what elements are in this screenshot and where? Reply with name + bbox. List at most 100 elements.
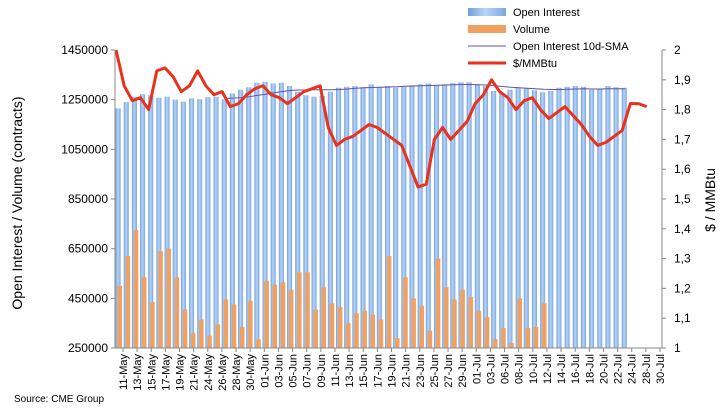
right-tick-label: 2 bbox=[674, 43, 681, 57]
right-axis-title: $ / MMBtu bbox=[702, 168, 718, 232]
volume-bar bbox=[346, 323, 351, 348]
open-interest-bar bbox=[303, 95, 309, 348]
open-interest-bar bbox=[613, 87, 619, 348]
volume-bar bbox=[533, 326, 539, 348]
volume-bar bbox=[207, 335, 212, 348]
volume-bar bbox=[493, 339, 498, 348]
volume-bar bbox=[313, 309, 318, 348]
open-interest-bar bbox=[572, 86, 578, 348]
open-interest-bars bbox=[115, 81, 627, 349]
right-tick-label: 1,6 bbox=[674, 162, 691, 176]
x-tick-label: 16-Jul bbox=[570, 354, 582, 384]
open-interest-bar bbox=[556, 87, 562, 348]
open-interest-bar bbox=[197, 99, 203, 348]
volume-bar bbox=[542, 303, 547, 348]
x-tick-label: 13-May bbox=[132, 354, 144, 391]
right-tick-label: 1 bbox=[674, 341, 681, 355]
open-interest-bar bbox=[311, 96, 317, 348]
volume-bar bbox=[288, 289, 294, 348]
volume-bar bbox=[215, 324, 220, 348]
volume-bar bbox=[272, 284, 278, 348]
open-interest-bar bbox=[221, 99, 227, 348]
legend-label: Open Interest 10d-SMA bbox=[513, 41, 629, 53]
volume-bar bbox=[444, 287, 449, 348]
x-tick-label: 20-Jul bbox=[598, 354, 610, 384]
volume-bar bbox=[133, 230, 139, 348]
x-tick-label: 24-Jul bbox=[627, 354, 639, 384]
volume-bar bbox=[370, 314, 376, 348]
open-interest-bar bbox=[156, 97, 162, 349]
open-interest-bar bbox=[172, 99, 178, 348]
volume-bar bbox=[403, 277, 408, 348]
x-tick-label: 24-May bbox=[203, 354, 215, 391]
x-axis-ticks: 11-May 13-May 15-May 17-May 19-May 21-May 24-M… bbox=[118, 348, 667, 391]
open-interest-bar bbox=[442, 84, 448, 349]
x-tick-label: 23-Jun bbox=[415, 354, 427, 388]
x-tick-label: 30-Jul bbox=[655, 354, 667, 384]
left-tick-label: 650000 bbox=[68, 242, 108, 256]
open-interest-bar bbox=[254, 82, 260, 348]
volume-bar bbox=[248, 300, 253, 348]
open-interest-bar bbox=[189, 98, 195, 348]
volume-bar bbox=[117, 285, 122, 348]
x-tick-label: 18-Jul bbox=[584, 354, 596, 384]
volume-bar bbox=[354, 313, 359, 348]
open-interest-bar bbox=[205, 97, 211, 349]
x-tick-label: 29-Jun bbox=[457, 354, 469, 388]
open-interest-bar bbox=[213, 96, 219, 348]
open-interest-bar bbox=[319, 95, 325, 348]
volume-bar bbox=[174, 277, 180, 348]
open-interest-bar bbox=[425, 83, 431, 348]
x-tick-label: 05-Jun bbox=[288, 354, 300, 388]
volume-bar bbox=[517, 298, 523, 348]
volume-bar bbox=[362, 310, 367, 348]
left-tick-label: 250000 bbox=[68, 341, 108, 355]
right-axis-ticks: 1 1,1 1,2 1,3 1,4 1,5 1,6 1,7 1,8 1,9 2 bbox=[662, 43, 691, 355]
volume-bars bbox=[117, 230, 547, 348]
open-interest-bar bbox=[140, 94, 146, 348]
x-tick-label: 19-May bbox=[175, 354, 187, 391]
open-interest-bar bbox=[458, 82, 464, 348]
volume-bar bbox=[264, 280, 269, 348]
x-tick-label: 06-Jul bbox=[500, 354, 512, 384]
volume-bar bbox=[141, 277, 147, 348]
x-tick-label: 11-May bbox=[118, 354, 130, 390]
right-tick-label: 1,4 bbox=[674, 222, 691, 236]
volume-bar bbox=[468, 297, 474, 348]
volume-bar bbox=[509, 343, 514, 348]
open-interest-bar bbox=[384, 86, 391, 348]
volume-bar bbox=[297, 272, 302, 348]
volume-bar bbox=[125, 256, 131, 348]
right-tick-label: 1,3 bbox=[674, 252, 691, 266]
right-tick-label: 1,7 bbox=[674, 132, 691, 146]
volume-bar bbox=[435, 258, 441, 348]
open-interest-bar bbox=[507, 89, 513, 348]
x-tick-label: 28-May bbox=[231, 354, 243, 391]
volume-bar bbox=[411, 298, 416, 348]
right-tick-label: 1,9 bbox=[674, 73, 691, 87]
price-line bbox=[114, 49, 648, 189]
open-interest-sma-line bbox=[225, 84, 626, 99]
open-interest-bar bbox=[352, 86, 358, 348]
left-axis-ticks: 250000 450000 650000 850000 1050000 1250000 14… bbox=[61, 43, 115, 355]
volume-bar bbox=[419, 305, 425, 348]
source-note: Source: CME Group bbox=[14, 394, 104, 405]
open-interest-bar bbox=[409, 85, 415, 348]
open-interest-bar bbox=[164, 96, 170, 348]
x-tick-label: 12-Jul bbox=[542, 354, 554, 384]
volume-bar bbox=[378, 319, 384, 348]
volume-bar bbox=[158, 251, 163, 348]
open-interest-bar bbox=[540, 92, 546, 348]
open-interest-bar bbox=[597, 88, 603, 349]
volume-bar bbox=[329, 303, 335, 348]
right-tick-label: 1,2 bbox=[674, 281, 691, 295]
open-interest-bar bbox=[605, 86, 611, 348]
volume-bar bbox=[395, 338, 400, 348]
open-interest-bar bbox=[491, 90, 497, 348]
volume-bar bbox=[182, 309, 188, 348]
left-tick-label: 1450000 bbox=[61, 43, 108, 57]
open-interest-bar bbox=[344, 86, 350, 348]
left-axis-title: Open Interest / Volume (contracts) bbox=[9, 96, 25, 309]
open-interest-bar bbox=[564, 86, 570, 348]
x-tick-label: 19-Jun bbox=[387, 354, 399, 388]
